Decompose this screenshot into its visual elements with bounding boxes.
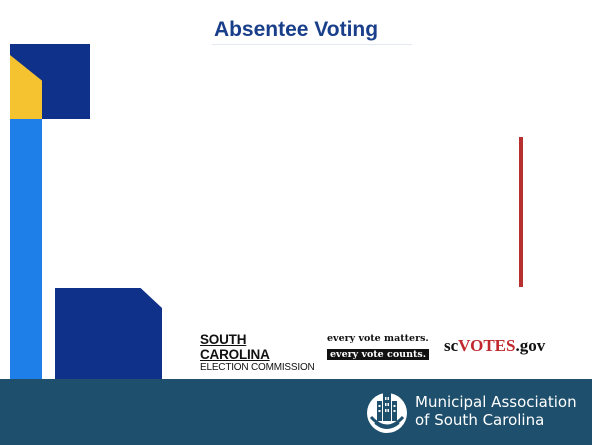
every-vote-logo: every vote matters. every vote counts. [327, 333, 431, 362]
title-underline [212, 44, 412, 45]
slide-title: Absentee Voting [213, 18, 379, 41]
scvotes-suffix: .gov [515, 336, 546, 355]
scec-logo-line1: SOUTH CAROLINA [200, 332, 270, 362]
scvotes-logo: scVOTES.gov [444, 336, 545, 356]
red-vertical-line [519, 137, 523, 287]
blue-bar-shape [10, 119, 42, 379]
scvotes-prefix: sc [444, 336, 459, 355]
masc-line1: Municipal Association [415, 393, 577, 411]
footer-bar: Municipal Association of South Carolina [0, 379, 592, 445]
navy-cut-corner-shape [55, 288, 162, 379]
scec-logo-line2: ELECTION COMMISSION [200, 362, 315, 373]
every-vote-line1: every vote matters. [327, 333, 429, 344]
scvotes-highlight: VOTES [458, 336, 516, 355]
masc-wordmark: Municipal Association of South Carolina [415, 393, 577, 429]
every-vote-line2: every vote counts. [327, 349, 430, 360]
municipal-building-icon [367, 393, 407, 433]
scec-logo: SOUTH CAROLINA ELECTION COMMISSION [200, 332, 315, 373]
masc-line2: of South Carolina [415, 411, 545, 429]
